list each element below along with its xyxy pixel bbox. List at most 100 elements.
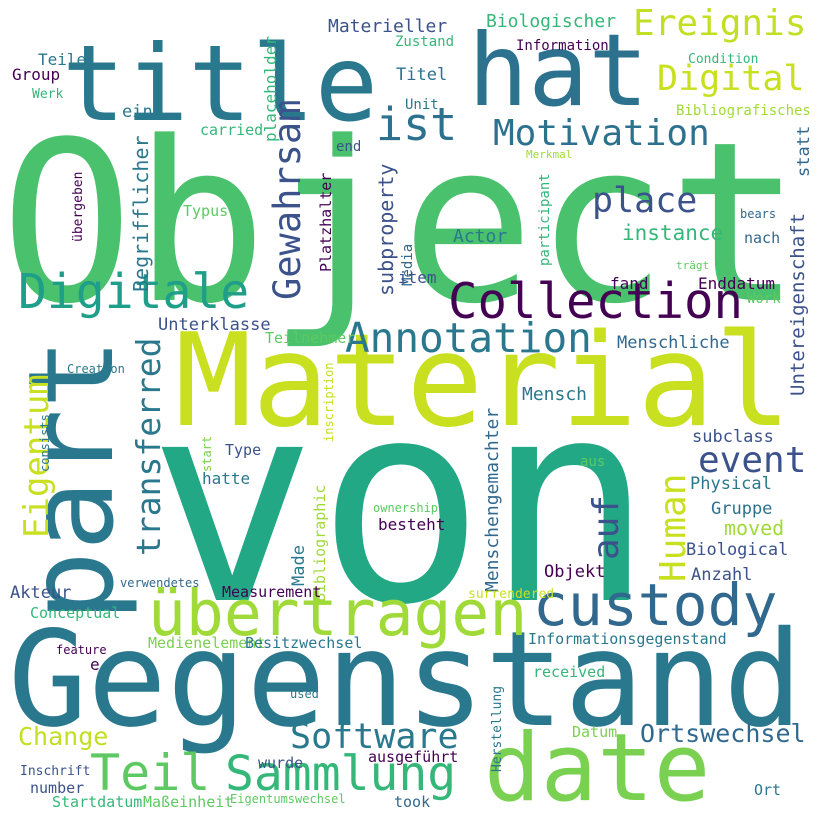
word: Menschliche [617,333,730,353]
word: ein [122,102,153,122]
word: carried [200,121,263,139]
word: Platzhalter [317,173,335,272]
word: Biological [686,540,788,560]
word: wurde [258,754,303,772]
word: instance [622,221,723,245]
word: Bibliografisches [676,103,811,119]
word: Condition [688,52,758,67]
word: date [484,714,710,819]
word: Type [225,441,261,459]
word: Biologischer [486,11,616,32]
word: participant [537,173,553,266]
word: fand [610,274,649,293]
word: Informationsgegenstand [528,630,727,648]
word: Merkmal [526,148,572,161]
word: Made [289,545,309,586]
word: Anzahl [691,565,752,585]
word: received [533,663,605,681]
word: Materieller [328,16,447,37]
word: ausgeführt [368,748,458,766]
word: feature [56,643,107,657]
word: Sammlung [225,746,456,802]
word: Inschrift [20,764,90,779]
word: Eigentum [17,374,57,538]
word: Eigentumswechsel [230,792,346,806]
word: subclass [692,427,774,447]
word: Herstellung [490,686,505,772]
word: Work [747,291,781,307]
word: Gewahrsam [266,100,309,300]
word: transferred [129,337,168,556]
word: Annotation [345,314,592,362]
word: statt [794,126,814,177]
word: Software [290,717,459,757]
word: bears [740,207,776,221]
word: Actor [453,226,507,247]
word: moved [724,516,784,540]
word: Besitzwechsel [245,634,362,652]
word: besteht [378,515,445,534]
word: Conceptual [30,604,120,622]
word: used [290,687,319,701]
word: Mensch [522,384,587,405]
word: Physical [690,474,772,494]
word: inscription [322,363,336,442]
word: part [2,338,140,622]
word: surrendered [468,587,554,602]
word: Collection [448,273,743,330]
word: Menschengemachter [482,408,503,592]
word: Datum [572,723,617,741]
word: number [30,779,84,797]
word: Werk [32,87,63,102]
word: trägt [676,259,709,272]
word: auf [586,495,627,560]
word: Titel [396,65,447,85]
word: custody [533,571,777,639]
word: Motivation [493,113,710,154]
word: event [698,440,806,481]
word: Ortswechsel [640,719,806,748]
word: consists [38,414,52,472]
word: Unit [405,97,439,113]
word: aus [580,454,605,470]
word: Maßeinheit [143,793,233,811]
word: Typus [183,202,228,220]
word: Bibliographic [311,485,329,602]
word: Unterklasse [158,315,271,335]
word: Enddatum [698,274,775,293]
word: Creation [67,362,125,376]
word: Digital [657,59,805,99]
word: Zustand [395,34,454,50]
word: Startdatum [52,793,142,811]
word: subproperty [374,164,398,296]
word: e [90,655,100,674]
word: Material [175,307,792,456]
word: Digitale [18,264,249,320]
word: übertragen [148,577,527,650]
word: ist [376,98,457,151]
word: hatte [202,469,250,488]
word: Teilnehmer [265,329,355,347]
word: place [592,181,697,221]
word: Ereignis [633,3,806,44]
word: hat [468,12,649,129]
word: Gegenstand [8,603,803,757]
word: Object [0,95,802,353]
word: placeholder [261,36,280,142]
word: start [200,436,214,472]
word: Akteur [10,583,71,603]
word: Teile [38,50,86,69]
word: verwendetes [120,576,199,590]
word: Medienelement [148,634,265,652]
word: Objekt [544,562,605,582]
word: übergeben [71,172,86,242]
word: Untereigenschaft [787,213,809,396]
word: Teil [90,744,210,802]
word: Change [18,722,108,751]
word: Ort [754,781,781,799]
word: Measurement [222,583,321,601]
word: ownership [373,501,438,515]
word: item [398,268,437,287]
